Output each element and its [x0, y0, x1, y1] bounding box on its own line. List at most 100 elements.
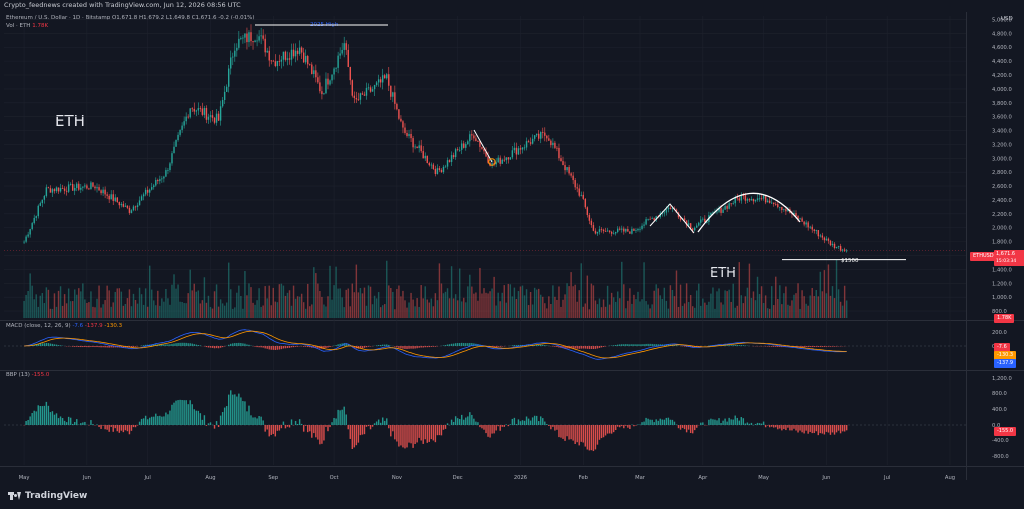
- volume-bar: [76, 294, 78, 318]
- volume-bar: [47, 289, 50, 318]
- volume-bar: [734, 307, 736, 318]
- volume-bar: [280, 283, 283, 318]
- bbp-bar: [90, 420, 92, 425]
- macd-hist-bar: [673, 344, 676, 346]
- volume-bar: [357, 292, 360, 318]
- macd-hist-bar: [469, 342, 471, 346]
- bbp-bar: [114, 425, 116, 429]
- volume-bar: [819, 271, 822, 318]
- volume-bar: [797, 283, 799, 318]
- bbp-bar: [256, 418, 258, 425]
- candle-body: [134, 206, 137, 208]
- candle-body: [580, 194, 582, 196]
- volume-bar: [319, 291, 321, 318]
- price-tag-countdown: 15:03:34: [996, 259, 1017, 264]
- candle-body: [762, 195, 765, 199]
- bbp-bar: [230, 390, 232, 425]
- macd-hist-bar: [232, 343, 234, 346]
- macd-hist-bar: [388, 344, 390, 346]
- candle-body: [35, 216, 37, 218]
- volume-bar: [260, 306, 262, 318]
- macd-hist-bar: [404, 346, 406, 349]
- candle-body: [244, 33, 246, 38]
- bbp-bar: [659, 418, 661, 425]
- candle-body: [694, 227, 696, 231]
- candle-body: [799, 218, 801, 220]
- candle-body: [633, 228, 635, 231]
- bbp-bar: [657, 420, 659, 425]
- candle-body: [610, 231, 613, 234]
- price-axis-label: 3,600.0: [992, 115, 1012, 121]
- macd-hist-bar: [691, 346, 694, 348]
- volume-bar: [590, 283, 593, 318]
- candle-body: [345, 43, 347, 50]
- volume-bar: [789, 305, 791, 318]
- bbp-bar: [436, 425, 439, 436]
- macd-hist-bar: [187, 343, 189, 346]
- macd-hist-bar: [315, 346, 317, 348]
- candle-body: [396, 103, 398, 110]
- bbp-bar: [773, 425, 775, 428]
- volume-bar: [373, 295, 376, 318]
- candle-body: [600, 229, 603, 231]
- bbp-axis-label: -400.0: [992, 438, 1009, 444]
- bbp-bar: [720, 422, 722, 425]
- macd-hist-bar: [153, 344, 155, 346]
- bbp-bar: [159, 415, 161, 425]
- bbp-bar: [491, 425, 493, 434]
- volume-bar: [41, 293, 44, 318]
- macd-hist-bar: [667, 344, 670, 346]
- volume-bar: [461, 301, 463, 318]
- candle-body: [691, 228, 694, 231]
- bbp-bar: [268, 425, 270, 437]
- price-axis-label: 4,600.0: [992, 45, 1012, 51]
- volume-bar: [708, 301, 710, 318]
- macd-hist-bar: [151, 344, 153, 346]
- volume-bar: [696, 290, 698, 318]
- candle-body: [645, 219, 647, 225]
- volume-bar: [489, 291, 491, 318]
- candle-body: [552, 142, 554, 146]
- volume-bar: [327, 296, 329, 318]
- macd-hist-bar: [420, 346, 422, 348]
- volume-bar: [608, 304, 611, 318]
- volume-bar: [835, 260, 838, 318]
- volume-bar: [714, 308, 716, 318]
- macd-hist-bar: [209, 346, 212, 348]
- macd-hist-bar: [365, 346, 368, 348]
- volume-bar: [232, 308, 234, 318]
- candle-body: [185, 116, 187, 122]
- macd-title: MACD (close, 12, 26, 9): [6, 323, 71, 329]
- macd-hist-bar: [578, 346, 580, 349]
- volume-bar: [236, 292, 238, 318]
- volume-bar: [304, 308, 307, 318]
- candle-body: [770, 202, 773, 204]
- tradingview-logo[interactable]: TradingView: [8, 491, 87, 501]
- volume-bar: [521, 285, 524, 318]
- candle-body: [448, 160, 451, 162]
- bbp-bar: [570, 425, 572, 440]
- bbp-bar: [606, 425, 609, 434]
- candle-body: [201, 108, 204, 115]
- volume-bar: [513, 287, 516, 318]
- bbp-bar: [775, 425, 777, 428]
- macd-hist-bar: [542, 344, 544, 346]
- volume-bar: [815, 290, 817, 318]
- bbp-bar: [232, 394, 234, 425]
- candle-body: [130, 210, 133, 213]
- macd-hist-bar: [309, 346, 311, 348]
- bbp-axis-label: 1,200.0: [992, 376, 1012, 382]
- candle-body: [181, 125, 183, 130]
- candle-body: [683, 218, 686, 221]
- bbp-bar: [71, 423, 74, 425]
- volume-bar: [94, 307, 96, 318]
- volume-bar: [554, 296, 556, 318]
- bbp-bar: [633, 425, 635, 427]
- candle-body: [505, 157, 507, 161]
- macd-hist-bar: [104, 346, 106, 348]
- bbp-bar: [556, 425, 558, 430]
- macd-hist-bar: [165, 344, 167, 346]
- candle-body: [203, 107, 206, 115]
- candle-body: [746, 199, 749, 201]
